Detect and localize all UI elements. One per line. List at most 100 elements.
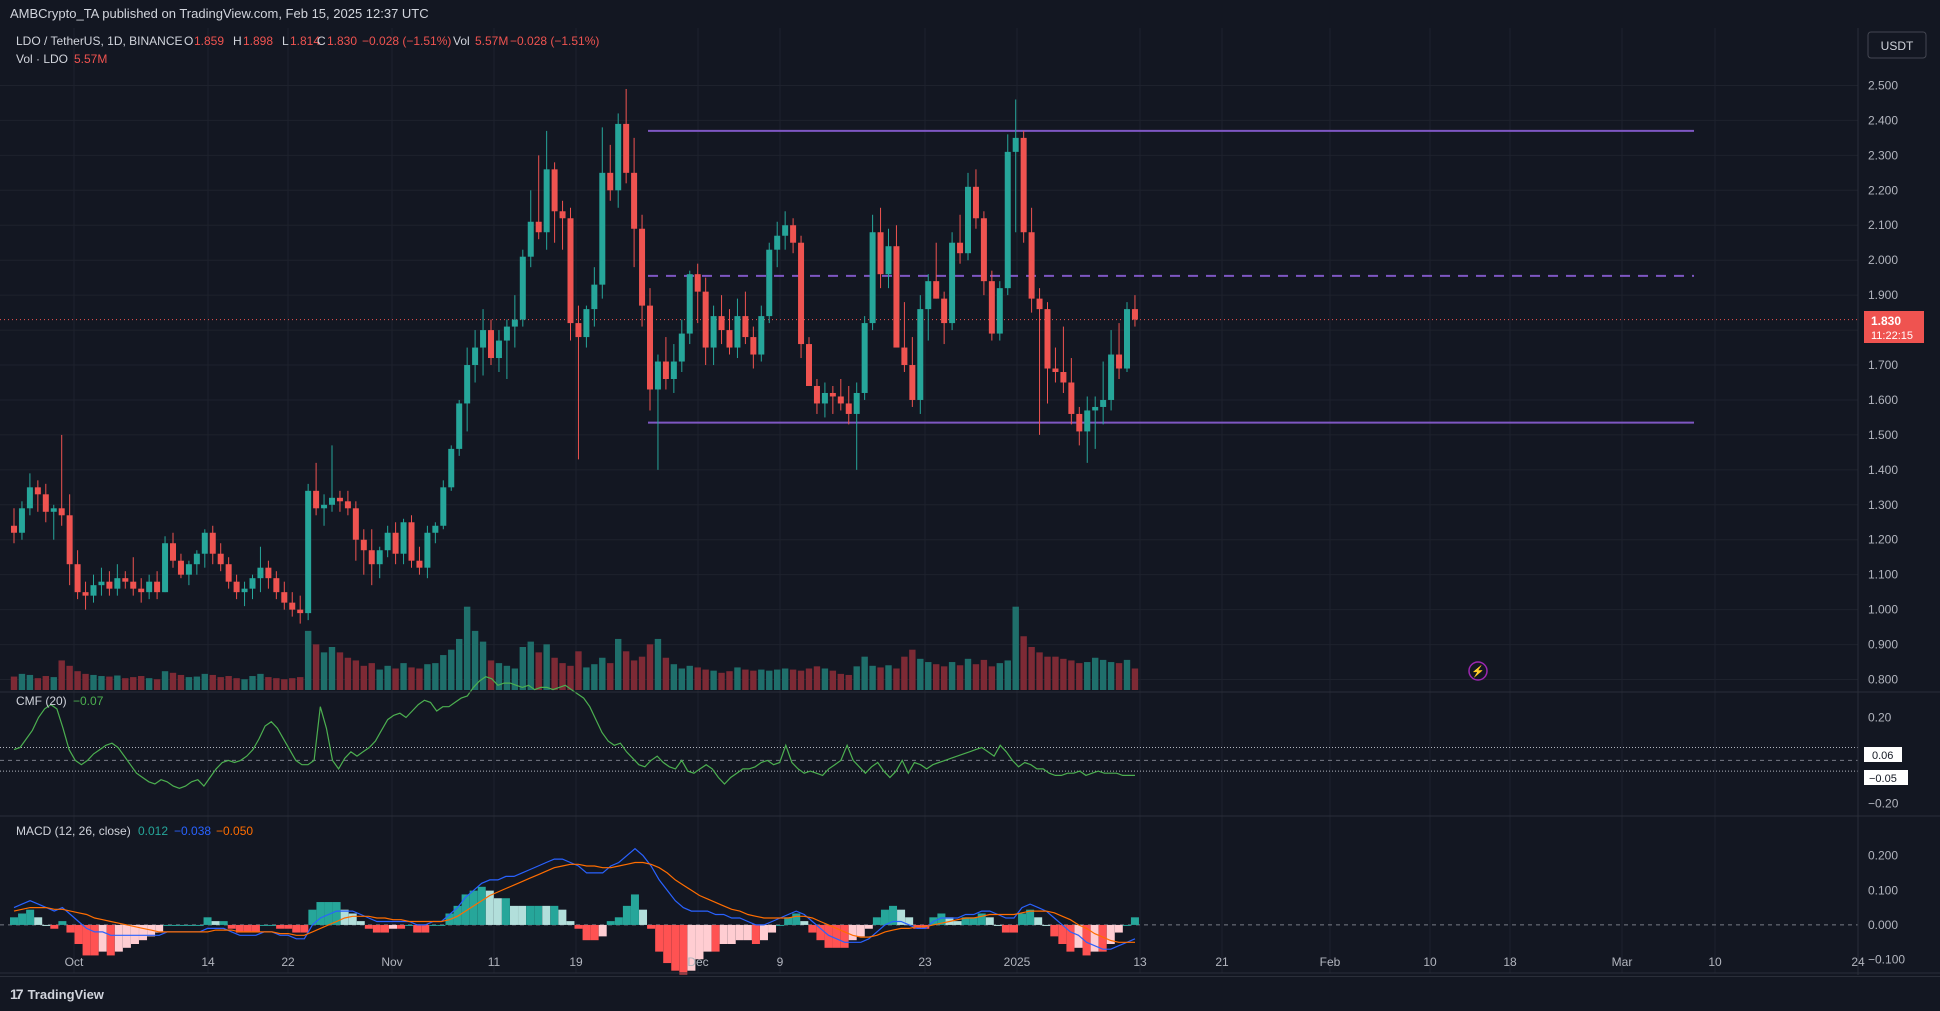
volume-bar — [1044, 656, 1051, 690]
macd-histogram-bar — [1018, 913, 1027, 925]
macd-value-signal: −0.050 — [216, 824, 253, 838]
candle-body — [90, 585, 97, 596]
macd-histogram-bar — [203, 917, 212, 925]
macd-histogram-bar — [82, 924, 91, 956]
candle-body — [352, 508, 359, 540]
volume-bar — [440, 655, 447, 690]
volume-bar — [599, 657, 606, 690]
volume-bar — [217, 677, 224, 690]
chart-area[interactable]: Oct 14 22 Nov 11 19 Dec 9 23 2025 13 21 Feb 10 18 Mar 10… — [0, 28, 1940, 975]
legend-h-value: 1.898 — [243, 34, 273, 48]
macd-histogram-bar — [880, 909, 889, 925]
y-tick-label: 1.100 — [1868, 568, 1898, 582]
macd-histogram-bar — [630, 894, 639, 925]
macd-histogram-bar — [356, 921, 365, 925]
macd-histogram-bar — [1042, 924, 1051, 926]
x-tick-label: Feb — [1320, 955, 1341, 969]
chart-canvas[interactable]: Oct 14 22 Nov 11 19 Dec 9 23 2025 13 21 Feb 10 18 Mar 10… — [0, 28, 1940, 975]
volume-bar — [630, 660, 638, 690]
candle-body — [1044, 309, 1051, 369]
macd-histogram-bar — [679, 924, 688, 975]
volume-bar — [352, 660, 360, 690]
macd-histogram-bar — [792, 913, 801, 925]
candle-body — [869, 232, 876, 324]
macd-histogram-bar — [10, 917, 18, 925]
candle-body — [488, 330, 494, 359]
volume-bar — [781, 668, 789, 690]
volume-bar — [583, 667, 590, 690]
y-tick-label: 2.000 — [1868, 253, 1898, 267]
candle-body — [170, 543, 176, 561]
macd-histogram-bar — [130, 924, 139, 944]
candle-body — [329, 497, 335, 505]
macd-histogram-bar — [413, 924, 422, 933]
volume-bar — [821, 668, 829, 690]
candle-body — [813, 385, 820, 404]
candle-body — [34, 487, 41, 495]
volume-bar — [789, 669, 797, 690]
volume-bar — [774, 669, 781, 690]
macd-histogram-bar — [58, 921, 67, 925]
volume-bar — [448, 649, 455, 690]
volume-bar — [130, 677, 137, 690]
currency-button[interactable] — [1867, 31, 1927, 59]
volume-bar — [805, 668, 813, 690]
macd-histogram-bar — [453, 905, 462, 925]
x-tick-label: Dec — [687, 955, 708, 969]
macd-histogram-bar — [421, 924, 430, 933]
macd-histogram-bar — [832, 924, 841, 948]
volume-bar — [710, 670, 717, 690]
macd-histogram-bar — [171, 924, 180, 926]
macd-histogram-bar — [872, 917, 881, 925]
volume-bar — [734, 667, 741, 690]
candle-body — [710, 316, 717, 348]
candle-body — [1060, 372, 1067, 383]
volume-bar — [169, 672, 177, 690]
macd-histogram-bar — [1066, 924, 1075, 952]
y-tick-label: 2.200 — [1868, 183, 1898, 197]
candle-body — [11, 525, 17, 533]
macd-histogram-bar — [259, 924, 268, 926]
macd-histogram-bar — [50, 924, 59, 929]
macd-histogram-bar — [534, 905, 543, 925]
macd-value-histogram: 0.012 — [138, 824, 168, 838]
candle-body — [106, 581, 113, 589]
candle-body — [209, 532, 216, 554]
volume-bar — [1107, 662, 1115, 690]
macd-histogram-bar — [671, 924, 680, 971]
candle-body — [837, 396, 844, 404]
candle-body — [1116, 354, 1123, 369]
macd-histogram-bar — [114, 924, 123, 952]
volume-bar — [972, 664, 980, 690]
macd-histogram-bar — [268, 924, 277, 926]
lightning-icon[interactable] — [1468, 661, 1488, 681]
volume-bar — [479, 641, 487, 690]
macd-histogram-bar — [66, 924, 75, 933]
legend-l-label: L — [282, 34, 289, 48]
volume-bar — [837, 673, 844, 690]
volume-bar — [885, 665, 892, 690]
candle-body — [360, 539, 367, 551]
volume-bar — [209, 674, 216, 690]
macd-histogram-bar — [816, 924, 825, 941]
macd-histogram-bar — [243, 924, 252, 933]
candle-body — [877, 232, 884, 275]
volume-bar — [328, 647, 336, 690]
macd-histogram-bar — [1090, 924, 1099, 952]
volume-bar — [114, 675, 121, 690]
volume-bar — [726, 671, 733, 690]
candle-body — [344, 501, 351, 509]
macd-histogram-bar — [1122, 924, 1131, 926]
volume-bar — [225, 676, 232, 690]
volume-bar — [304, 630, 312, 690]
volume-bar — [940, 666, 948, 690]
volume-bar — [988, 666, 996, 690]
candle-body — [217, 553, 224, 565]
y-tick-label: 1.500 — [1868, 428, 1898, 442]
tradingview-logo[interactable]: 17 TradingView — [10, 986, 104, 1002]
macd-histogram-bar — [558, 909, 567, 925]
macd-histogram-bar — [759, 924, 768, 941]
volume-bar — [686, 665, 693, 690]
macd-histogram-bar — [598, 924, 607, 937]
macd-histogram-bar — [905, 917, 914, 925]
